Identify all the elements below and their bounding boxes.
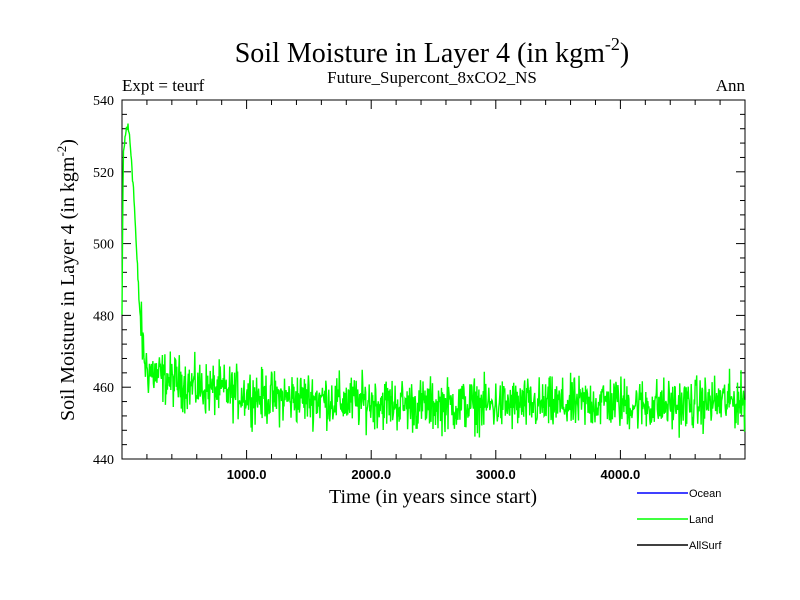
chart-title-sup: -2 [605, 34, 620, 54]
chart-title-close: ) [620, 38, 629, 69]
y-axis-label: Soil Moisture in Layer 4 (in kgm-2) [54, 139, 79, 421]
y-tick-label: 540 [93, 94, 114, 109]
x-tick-label: 1000.0 [227, 467, 267, 482]
y-tick-label: 480 [93, 309, 114, 324]
x-axis-label: Time (in years since start) [329, 486, 537, 508]
tick-labels: 1000.0 2000.0 3000.0 4000.0 440 460 480 500 520 5… [93, 94, 640, 482]
y-axis-label-sup: -2 [54, 146, 69, 157]
x-tick-label: 4000.0 [601, 467, 641, 482]
legend: Ocean Land AllSurf [637, 488, 722, 552]
y-tick-label: 520 [93, 166, 114, 181]
x-tick-label: 3000.0 [476, 467, 516, 482]
series-group [121, 123, 746, 438]
legend-label-ocean: Ocean [689, 488, 721, 500]
y-axis-label-close: ) [57, 139, 79, 146]
series-line-land [121, 123, 746, 438]
y-tick-label: 500 [93, 238, 114, 253]
y-tick-label: 460 [93, 381, 114, 396]
x-tick-label: 2000.0 [351, 467, 391, 482]
chart-title: Soil Moisture in Layer 4 (in kgm-2) [235, 34, 630, 69]
chart-subtitle: Future_Supercont_8xCO2_NS [327, 68, 537, 87]
experiment-label: Expt = teurf [122, 76, 205, 95]
legend-label-allsurf: AllSurf [689, 540, 722, 552]
season-label: Ann [716, 76, 746, 95]
y-tick-label: 440 [93, 453, 114, 468]
legend-label-land: Land [689, 514, 713, 526]
